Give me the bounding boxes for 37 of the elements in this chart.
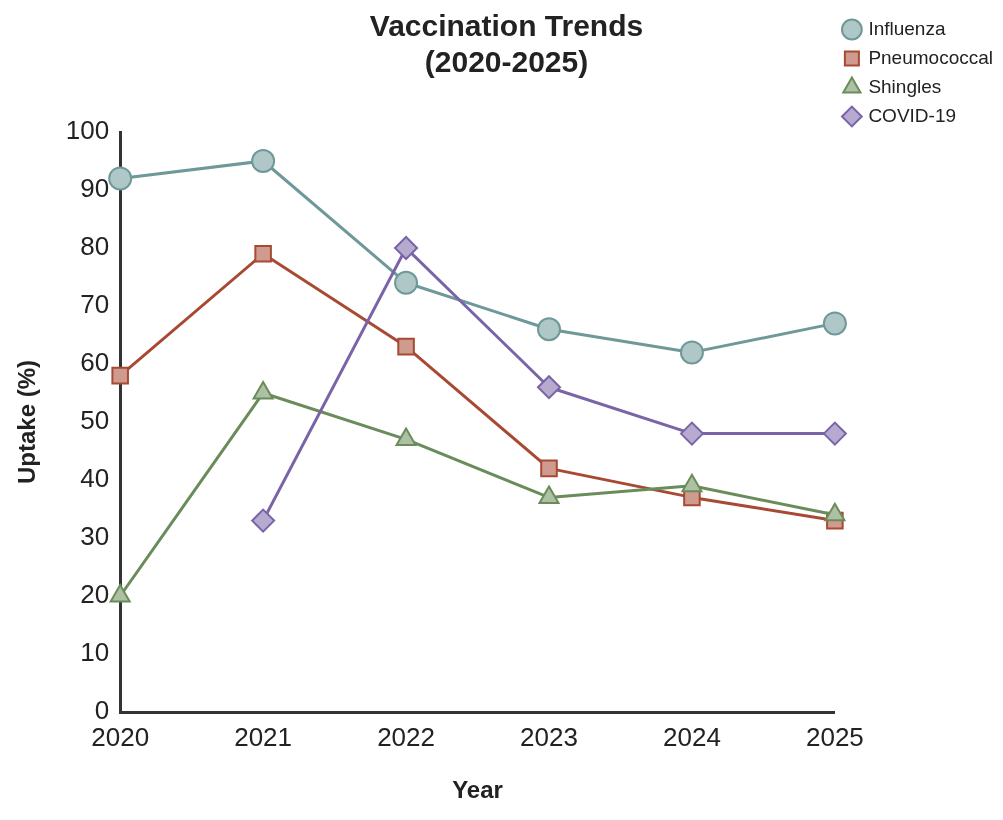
x-tick-label: 2023 <box>520 721 578 752</box>
point <box>679 340 704 365</box>
point <box>679 421 704 446</box>
point <box>394 270 419 295</box>
point <box>537 317 561 342</box>
y-tick-label: 20 <box>80 579 110 610</box>
point <box>537 375 561 400</box>
legend-label: Pneumococcal <box>868 46 993 68</box>
chart-title: Vaccination Trends (2020-2025) <box>369 9 644 79</box>
y-tick-label: 10 <box>80 637 110 668</box>
point <box>251 508 276 533</box>
legend-label: COVID-19 <box>868 104 957 126</box>
point <box>394 236 419 260</box>
point <box>108 166 133 191</box>
x-axis-title: Year <box>452 776 503 804</box>
y-tick-label: 40 <box>80 463 110 494</box>
point <box>397 337 415 356</box>
legend-label: Influenza <box>868 17 946 39</box>
point <box>251 149 276 173</box>
point <box>111 366 129 385</box>
point <box>254 245 272 263</box>
y-tick-label: 100 <box>65 115 110 146</box>
y-tick-label: 60 <box>80 347 110 378</box>
y-axis-title: Uptake (%) <box>13 359 41 485</box>
y-tick-label: 90 <box>80 173 110 204</box>
point <box>822 311 847 336</box>
y-tick-label: 30 <box>80 521 110 552</box>
x-tick-label: 2022 <box>377 721 435 752</box>
x-tick-label: 2021 <box>234 721 293 752</box>
y-tick-label: 80 <box>80 231 110 262</box>
x-tick-label: 2024 <box>663 721 721 752</box>
point <box>540 459 558 478</box>
x-tick-label: 2025 <box>805 721 864 752</box>
y-tick-label: 50 <box>80 405 110 436</box>
legend-label: Shingles <box>868 75 942 97</box>
point <box>822 421 847 446</box>
y-tick-label: 70 <box>80 289 110 320</box>
